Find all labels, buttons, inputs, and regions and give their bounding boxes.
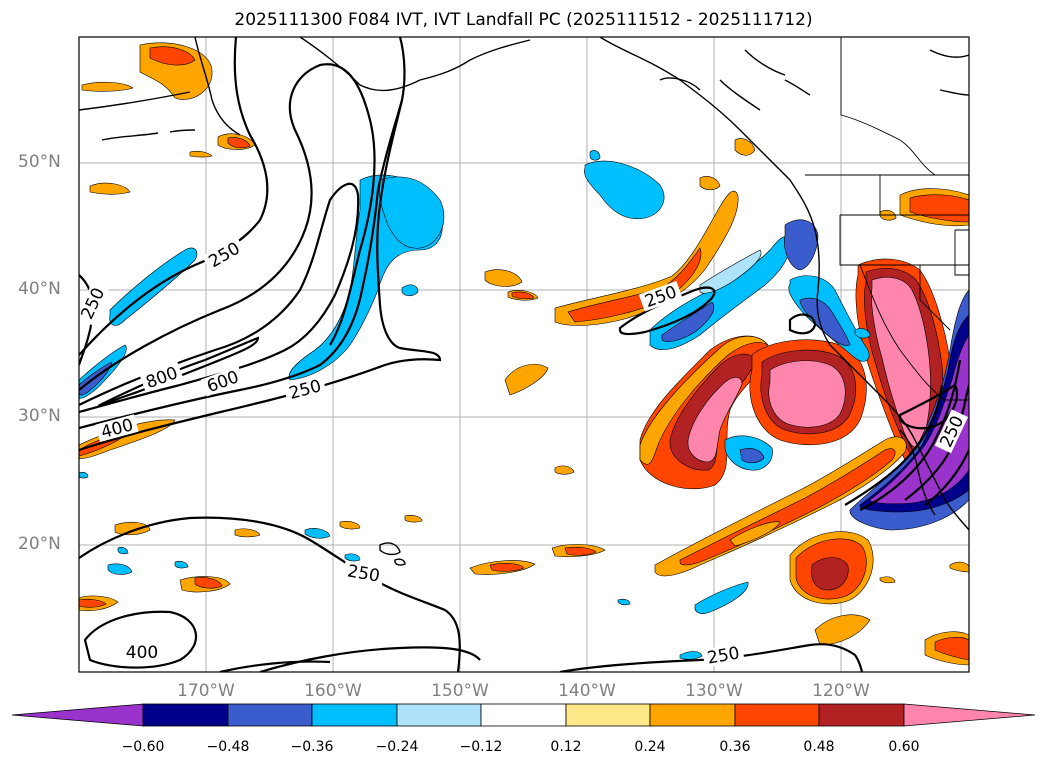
colorbar-tick: 0.12 — [550, 739, 582, 755]
colorbar-segment — [649, 703, 736, 727]
lon-label: 170°W — [177, 681, 235, 701]
political-borders — [805, 37, 969, 401]
colorbar-tick: 0.48 — [803, 739, 835, 755]
colorbar-arrow-right — [903, 703, 1036, 727]
contour-label-250: 250 — [346, 561, 381, 586]
map-title: 2025111300 F084 IVT, IVT Landfall PC (20… — [234, 10, 813, 30]
lon-label: 120°W — [812, 681, 870, 701]
colorbar-tick: −0.60 — [121, 739, 165, 755]
colorbar-tick: −0.24 — [375, 739, 419, 755]
lon-label: 140°W — [558, 681, 616, 701]
map-layer: 250 250 800 600 250 400 — [79, 37, 969, 672]
colorbar-tick: −0.12 — [459, 739, 503, 755]
colorbar-segment — [142, 703, 229, 727]
contour-label-250: 250 — [706, 643, 741, 668]
lat-label: 30°N — [18, 406, 61, 426]
ivt-contours — [79, 37, 969, 672]
colorbar-arrow-left — [11, 703, 144, 727]
colorbar-tick: −0.48 — [206, 739, 250, 755]
lat-label: 20°N — [18, 534, 61, 554]
lat-label: 40°N — [18, 279, 61, 299]
contour-label-400: 400 — [126, 643, 158, 663]
contour-label-800: 800 — [143, 363, 180, 393]
lon-label: 130°W — [685, 681, 743, 701]
colorbar-tick: 0.24 — [634, 739, 666, 755]
contour-label-250: 250 — [287, 376, 324, 404]
colorbar-segment — [311, 703, 398, 727]
lon-label: 160°W — [304, 681, 362, 701]
colorbar-tick: −0.36 — [290, 739, 334, 755]
lon-label: 150°W — [431, 681, 489, 701]
colorbar-tick: 0.60 — [888, 739, 920, 755]
colorbar-segment — [734, 703, 820, 727]
colorbar — [11, 703, 1036, 727]
lat-label: 50°N — [18, 152, 61, 172]
colorbar-segment — [565, 703, 651, 727]
colorbar-segment — [396, 703, 482, 727]
colorbar-segment — [227, 703, 313, 727]
colorbar-tick: 0.36 — [719, 739, 751, 755]
positive-ivt-shading — [79, 42, 969, 666]
map-frame — [78, 36, 970, 673]
colorbar-segment — [480, 703, 567, 727]
contour-label-600: 600 — [204, 367, 241, 397]
colorbar-segment — [818, 703, 905, 727]
